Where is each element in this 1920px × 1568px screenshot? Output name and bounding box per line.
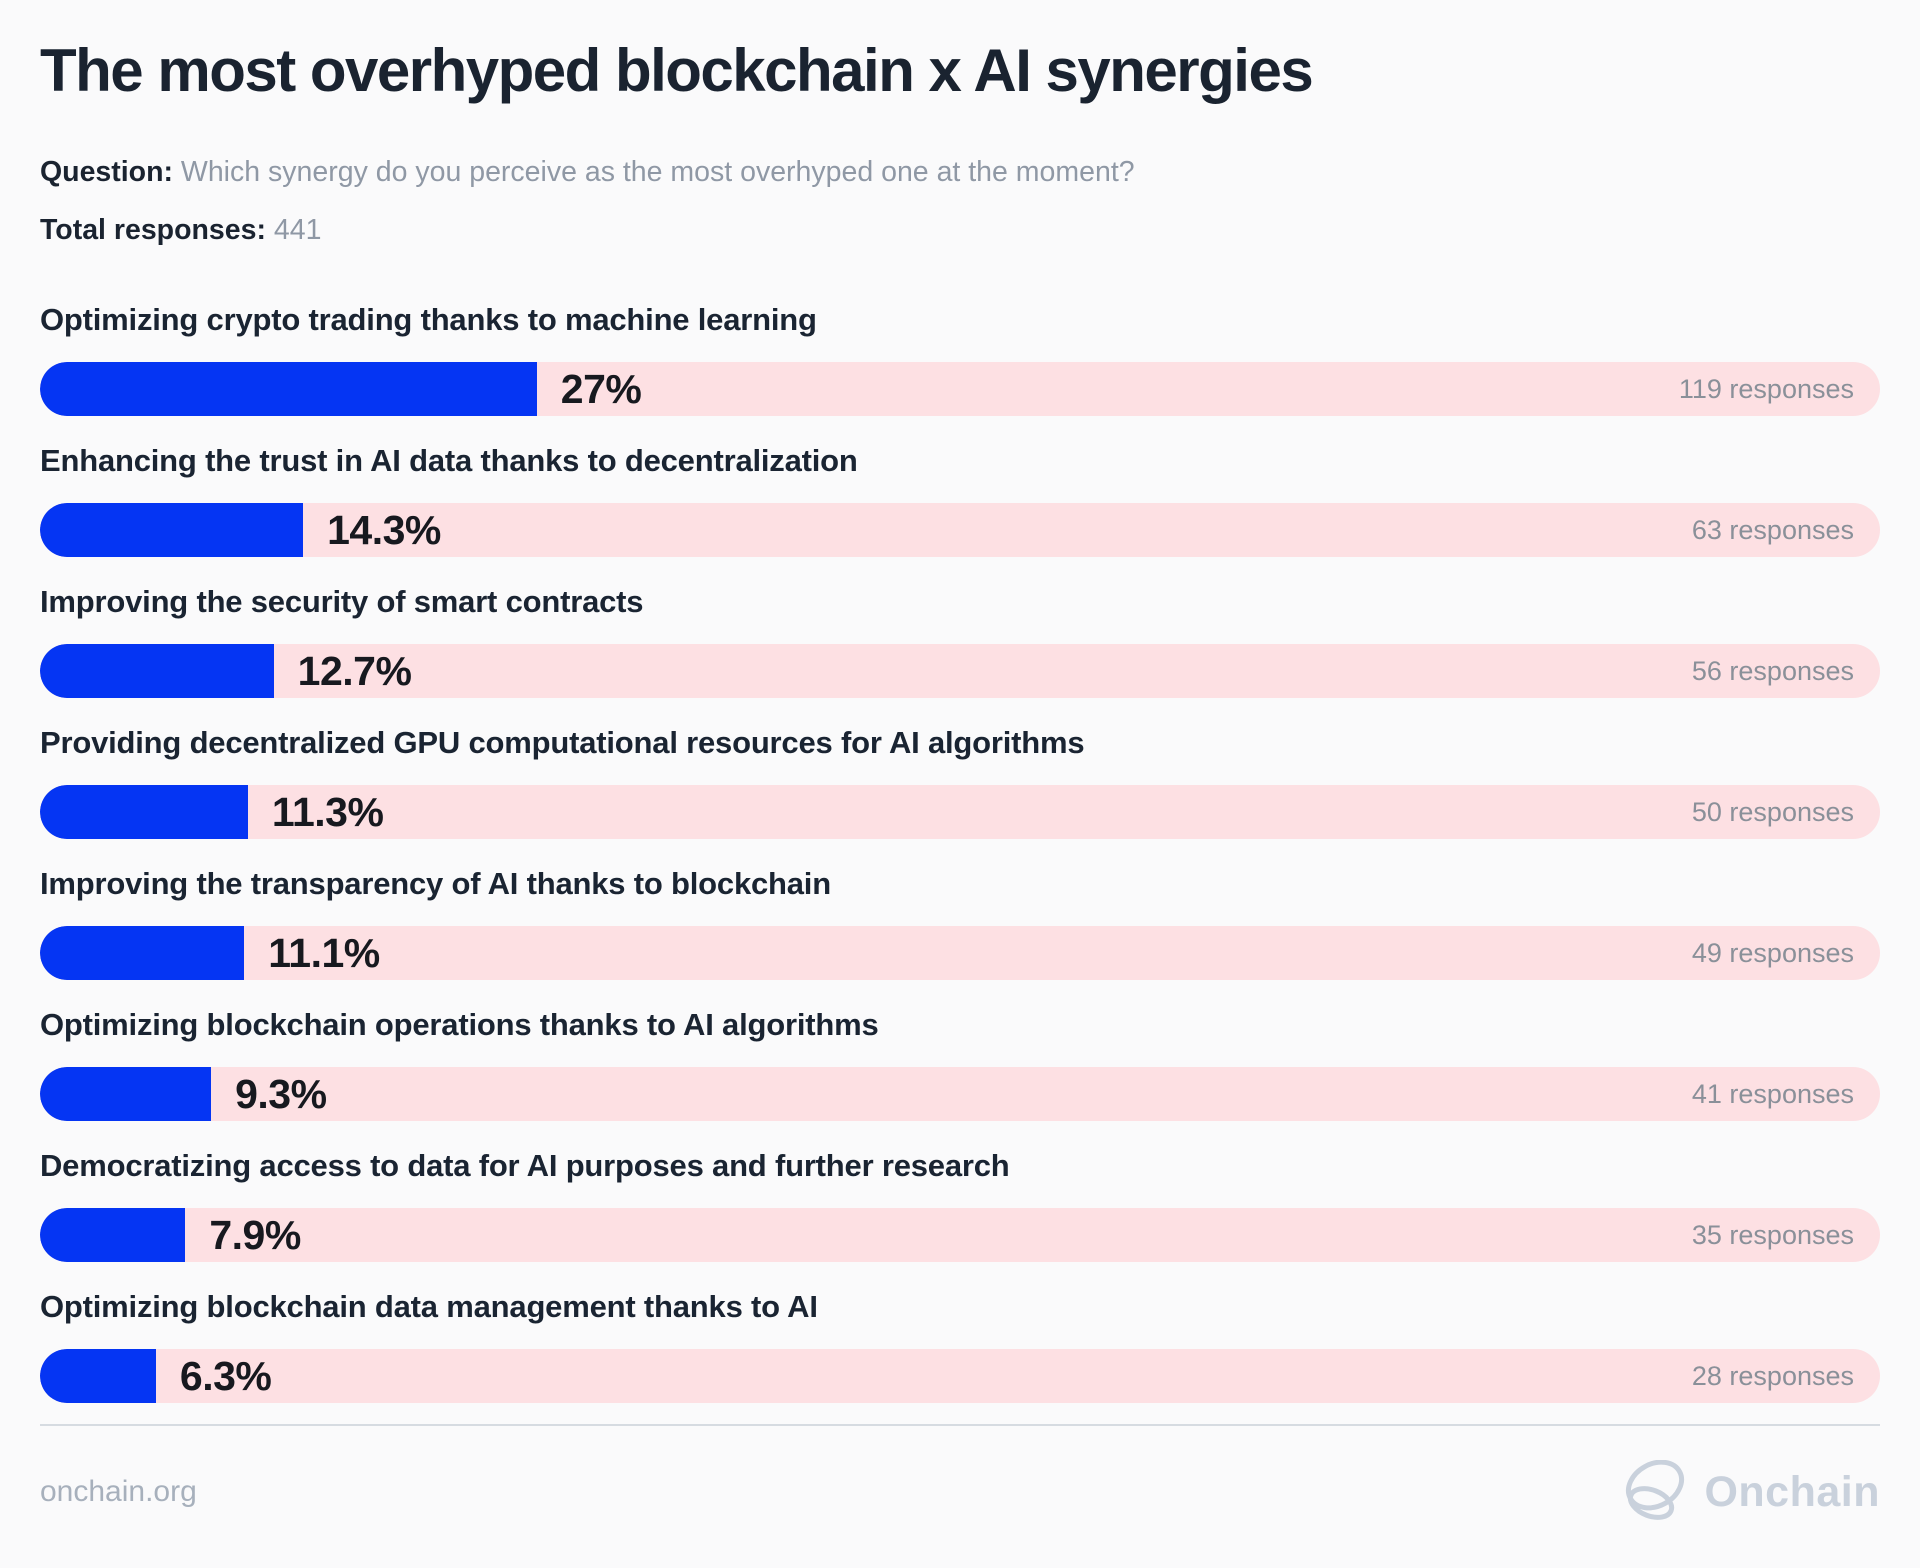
bar-track: 14.3% 63 responses <box>40 503 1880 557</box>
response-count: 35 responses <box>1691 1219 1854 1250</box>
chart-row: Democratizing access to data for AI purp… <box>40 1142 1880 1262</box>
question-line: Question: Which synergy do you perceive … <box>40 154 1880 190</box>
bar-fill <box>40 1349 156 1403</box>
response-count: 63 responses <box>1691 514 1854 545</box>
bar-track: 11.1% 49 responses <box>40 926 1880 980</box>
chart-row: Optimizing crypto trading thanks to mach… <box>40 296 1880 416</box>
category-label: Optimizing crypto trading thanks to mach… <box>40 302 817 337</box>
bar-track: 11.3% 50 responses <box>40 785 1880 839</box>
bar-fill <box>40 644 274 698</box>
bar-track: 7.9% 35 responses <box>40 1208 1880 1262</box>
response-count: 41 responses <box>1691 1078 1854 1109</box>
bar-track: 27% 119 responses <box>40 362 1880 416</box>
category-label: Providing decentralized GPU computationa… <box>40 725 1085 760</box>
brand-logo[interactable]: Onchain <box>1618 1460 1880 1524</box>
bar-fill <box>40 926 245 980</box>
response-count: 28 responses <box>1691 1360 1854 1391</box>
footer: onchain.org Onchain <box>40 1426 1880 1554</box>
bar-percentage: 12.7% <box>297 647 412 694</box>
category-label: Optimizing blockchain data management th… <box>40 1289 818 1324</box>
brand-wordmark: Onchain <box>1704 1467 1880 1516</box>
bar-track: 9.3% 41 responses <box>40 1067 1880 1121</box>
bar-percentage: 11.1% <box>268 929 380 976</box>
bar-fill <box>40 1208 186 1262</box>
bar-percentage: 27% <box>560 365 642 412</box>
bar-percentage: 6.3% <box>179 1352 272 1399</box>
site-link[interactable]: onchain.org <box>40 1475 197 1508</box>
bar-fill <box>40 1067 212 1121</box>
category-label: Optimizing blockchain operations thanks … <box>40 1007 879 1042</box>
category-label: Improving the security of smart contract… <box>40 584 644 619</box>
chart-rows: Optimizing crypto trading thanks to mach… <box>40 296 1880 1403</box>
chart-row: Optimizing blockchain data management th… <box>40 1283 1880 1403</box>
bar-percentage: 14.3% <box>327 506 441 553</box>
total-responses-label: Total responses: <box>40 214 266 246</box>
total-responses-line: Total responses: 441 <box>40 212 1880 248</box>
onchain-knot-icon <box>1618 1460 1690 1524</box>
bar-fill <box>40 362 537 416</box>
bar-percentage: 11.3% <box>271 788 384 835</box>
response-count: 119 responses <box>1678 373 1854 404</box>
bar-fill <box>40 503 304 557</box>
category-label: Enhancing the trust in AI data thanks to… <box>40 443 858 478</box>
page-title: The most overhyped blockchain x AI syner… <box>40 37 1314 104</box>
bar-percentage: 7.9% <box>209 1211 301 1258</box>
bar-track: 6.3% 28 responses <box>40 1349 1880 1403</box>
response-count: 49 responses <box>1691 937 1854 968</box>
footer-divider <box>40 1424 1880 1426</box>
chart-row: Providing decentralized GPU computationa… <box>40 719 1880 839</box>
question-label: Question: <box>40 156 173 188</box>
response-count: 56 responses <box>1691 655 1854 686</box>
response-count: 50 responses <box>1691 796 1854 827</box>
chart-row: Enhancing the trust in AI data thanks to… <box>40 437 1880 557</box>
total-responses-value: 441 <box>273 214 322 246</box>
bar-percentage: 9.3% <box>235 1070 327 1117</box>
bar-track: 12.7% 56 responses <box>40 644 1880 698</box>
chart-row: Improving the security of smart contract… <box>40 578 1880 698</box>
bar-fill <box>40 785 248 839</box>
category-label: Democratizing access to data for AI purp… <box>40 1148 1010 1183</box>
chart-row: Improving the transparency of AI thanks … <box>40 860 1880 980</box>
category-label: Improving the transparency of AI thanks … <box>40 866 831 901</box>
question-text: Which synergy do you perceive as the mos… <box>180 156 1135 188</box>
chart-row: Optimizing blockchain operations thanks … <box>40 1001 1880 1121</box>
